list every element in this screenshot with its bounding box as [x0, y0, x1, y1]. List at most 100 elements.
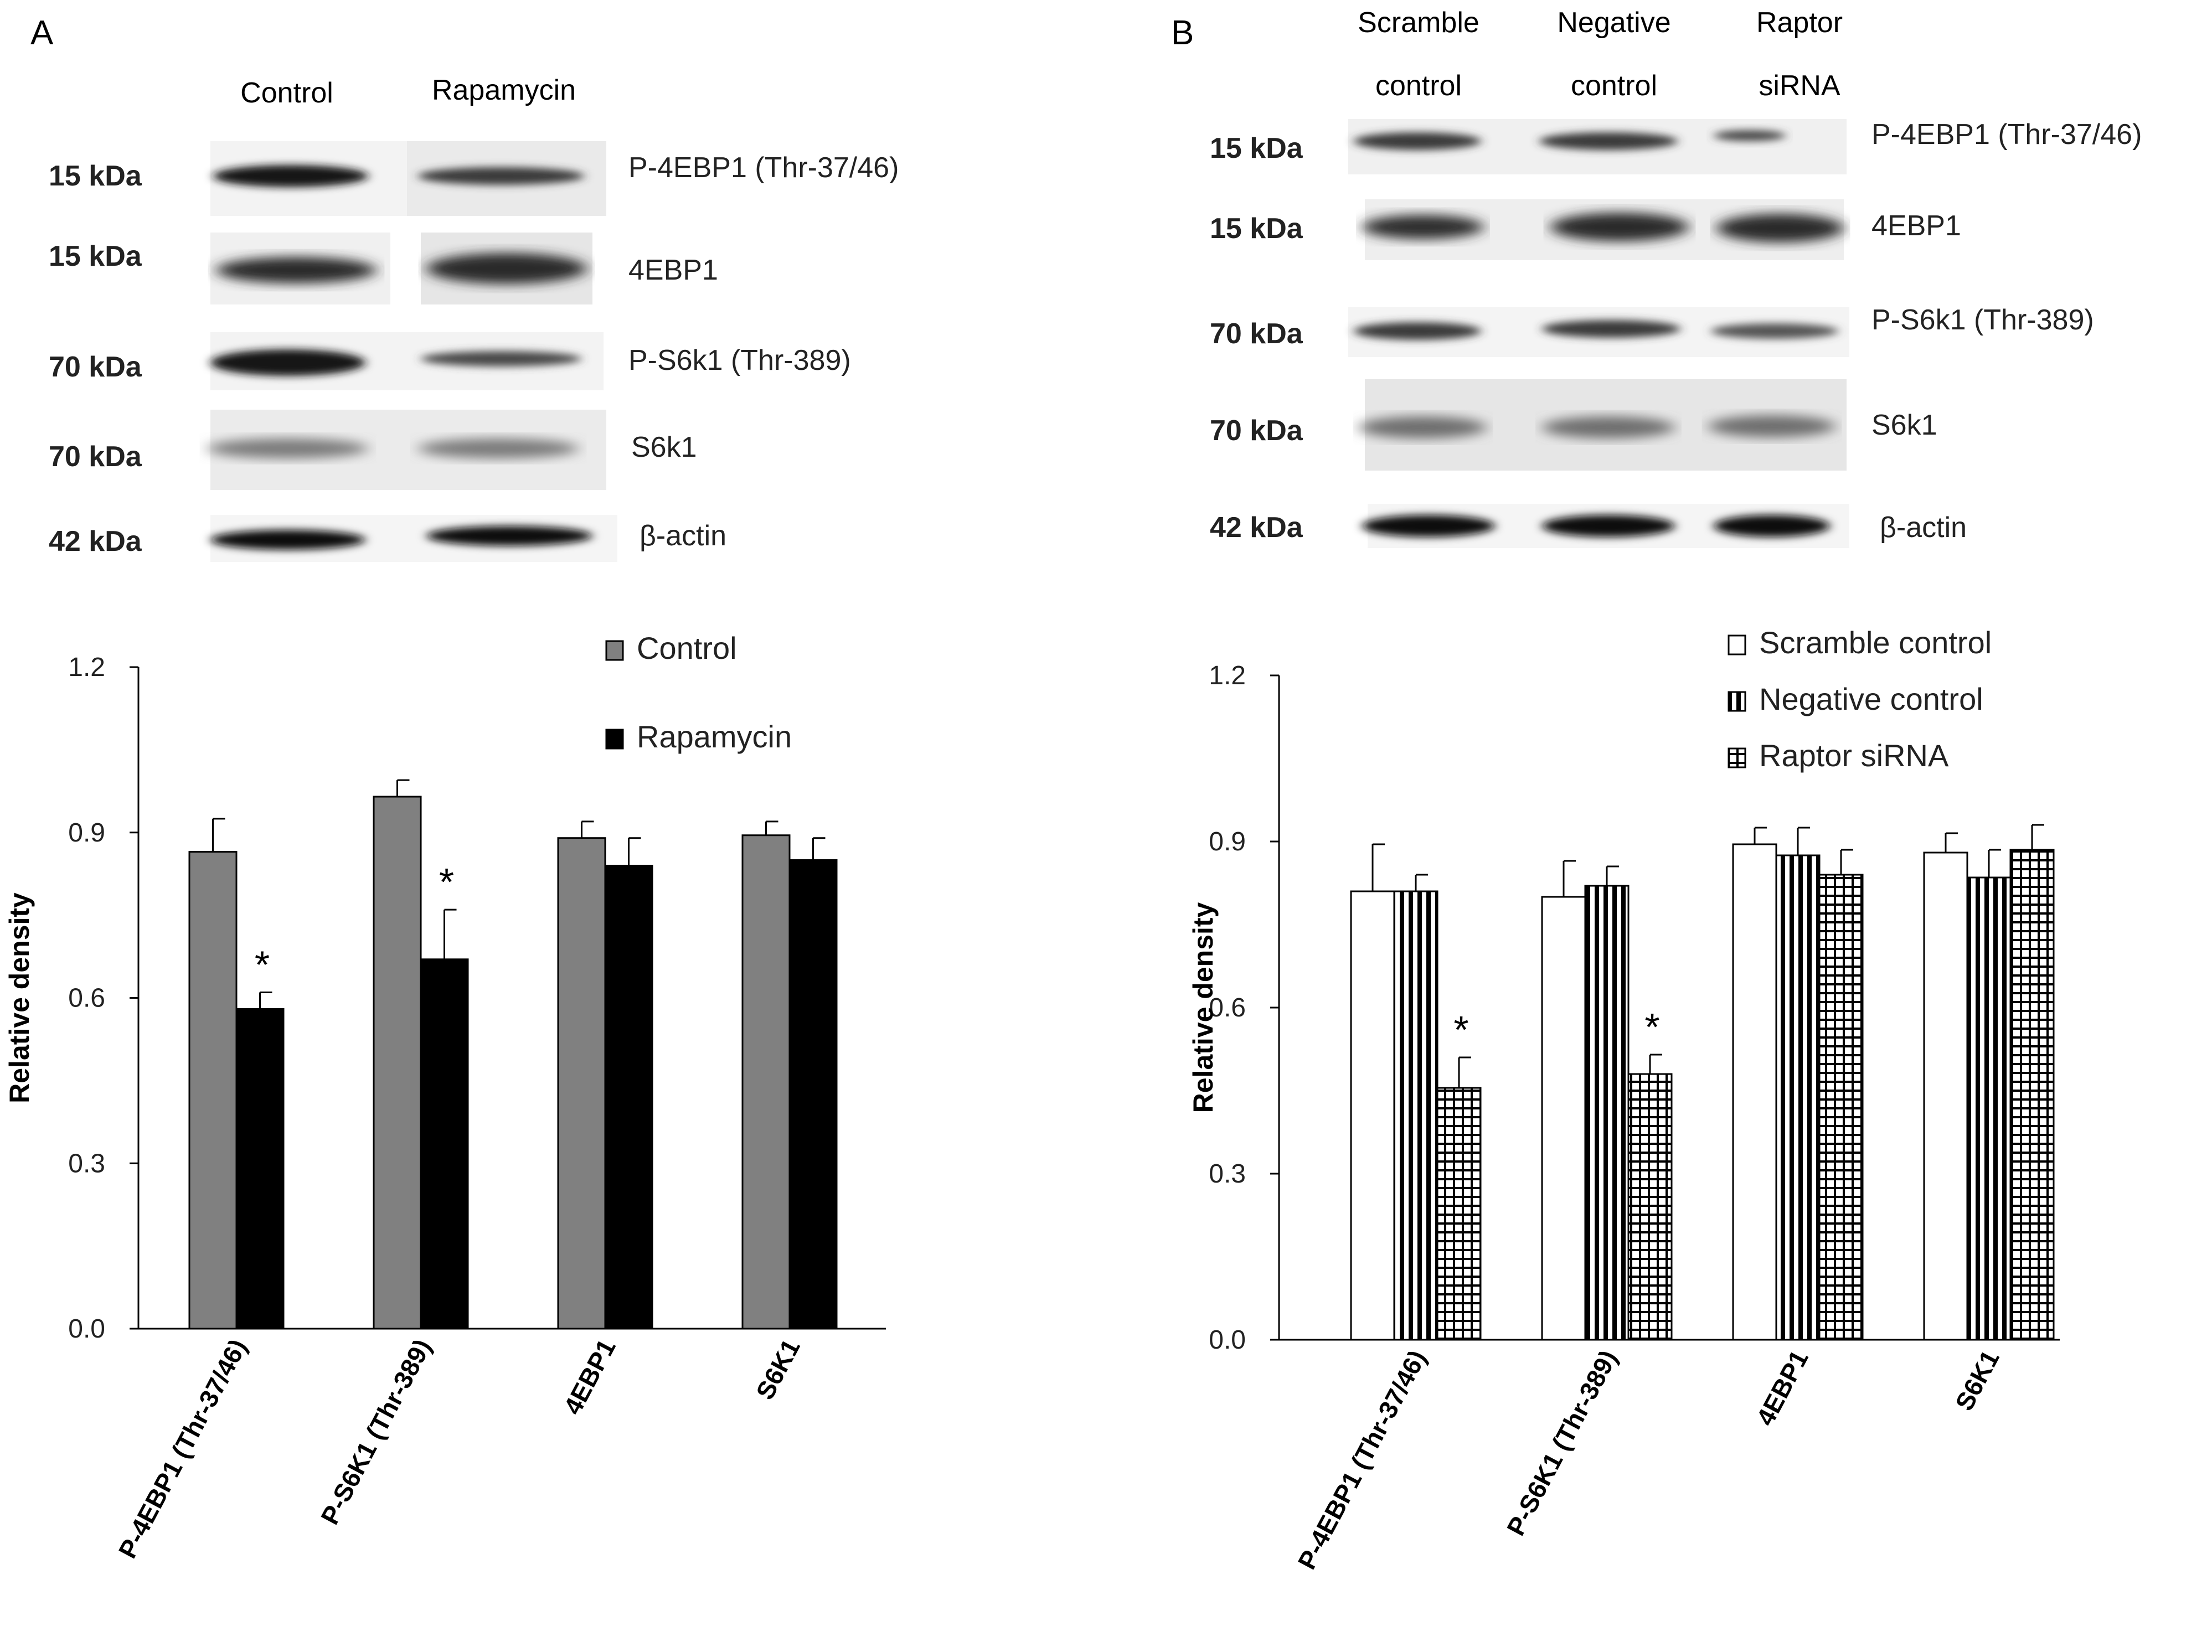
x-category-label: P-4EBP1 (Thr-37/46) — [112, 1334, 252, 1563]
blot-band — [1354, 132, 1481, 150]
bar — [1818, 874, 1864, 1341]
significance-star: * — [1644, 1005, 1659, 1049]
blot-band — [1716, 214, 1844, 242]
mw-label: 15 kDa — [49, 240, 142, 272]
bar — [1966, 876, 2012, 1341]
y-tick-label: 0.0 — [68, 1314, 105, 1344]
bar — [420, 958, 469, 1330]
mw-label: 15 kDa — [49, 160, 142, 192]
legend-swatch — [1728, 691, 1746, 712]
legend-swatch — [605, 640, 624, 661]
bar — [2009, 849, 2055, 1341]
band-label: 4EBP1 — [628, 254, 718, 286]
blot-row-4ebp1-a: 15 kDa 4EBP1 — [49, 233, 718, 304]
legend-label: Control — [637, 631, 737, 665]
significance-star: * — [1453, 1008, 1468, 1051]
panel-letter-b: B — [1171, 14, 1194, 52]
lane-label-raptor-2: siRNA — [1759, 70, 1840, 102]
x-category-label: 4EBP1 — [558, 1334, 621, 1419]
blot-band — [418, 167, 584, 185]
bar — [235, 1008, 285, 1330]
significance-star: * — [255, 943, 270, 987]
bar — [1393, 890, 1438, 1341]
blot-band — [208, 438, 368, 458]
legend-swatch — [605, 729, 624, 750]
x-category-label: 4EBP1 — [1750, 1345, 1813, 1430]
y-tick-label: 0.3 — [1209, 1159, 1246, 1189]
blot-band — [418, 438, 579, 458]
bar — [1350, 890, 1395, 1341]
mw-label: 70 kDa — [1210, 318, 1303, 350]
blot-row-bactin-a: 42 kDa β-actin — [49, 515, 726, 562]
band-label: P-4EBP1 (Thr-37/46) — [1871, 118, 2142, 151]
legend-swatch — [1728, 747, 1746, 768]
y-tick-label: 0.3 — [68, 1149, 105, 1178]
bar — [1627, 1073, 1673, 1341]
blot-band — [1708, 415, 1835, 437]
y-tick-label: 0.6 — [68, 984, 105, 1013]
mw-label: 70 kDa — [1210, 415, 1303, 447]
legend-label: Rapamycin — [637, 719, 792, 754]
blot-band — [1362, 515, 1495, 537]
blot-band — [210, 349, 365, 376]
bar — [1541, 896, 1586, 1341]
blot-row-ps6k1-b: 70 kDa P-S6k1 (Thr-389) — [1210, 304, 2094, 357]
blot-band — [1354, 322, 1481, 340]
blot-row-ps6k1-a: 70 kDa P-S6k1 (Thr-389) — [49, 332, 851, 390]
blot-row-s6k1-a: 70 kDa S6k1 — [49, 410, 697, 490]
bar — [1584, 885, 1630, 1341]
panel-b: B Scramble control Negative control Rapt… — [1171, 7, 2142, 548]
blot-band — [426, 253, 587, 284]
bar — [557, 837, 606, 1330]
bar — [1923, 851, 1968, 1341]
bar — [1775, 854, 1821, 1341]
mw-label: 42 kDa — [49, 525, 142, 557]
x-category-label: P-4EBP1 (Thr-37/46) — [1292, 1345, 1431, 1574]
blot-band — [1550, 213, 1689, 241]
x-category-label: P-S6K1 (Thr-389) — [315, 1334, 437, 1529]
blot-row-bactin-b: 42 kDa β-actin — [1210, 504, 1967, 548]
y-axis-title: Relative density — [4, 892, 35, 1103]
blot-row-4ebp1-b: 15 kDa 4EBP1 — [1210, 199, 1961, 260]
bar — [604, 865, 653, 1330]
blot-band — [1542, 515, 1675, 537]
blot-band — [426, 526, 592, 546]
band-label: S6k1 — [1871, 409, 1937, 441]
blot-band — [213, 165, 368, 187]
panel-letter-a: A — [30, 14, 54, 52]
chart-a: 0.0 0.3 0.6 0.9 1.2 Relative density * P-4EBP1 … — [4, 631, 886, 1563]
band-label: β-actin — [1880, 512, 1967, 544]
x-category-label: S6K1 — [1950, 1345, 2005, 1415]
blot-band — [216, 257, 377, 283]
y-axis-title: Relative density — [1188, 902, 1219, 1113]
blot-band — [1714, 130, 1786, 141]
legend-swatch — [1728, 634, 1746, 655]
band-label: P-S6k1 (Thr-389) — [1871, 304, 2094, 336]
y-tick-label: 0.9 — [1209, 827, 1246, 856]
blot-band — [1359, 416, 1487, 438]
band-label: P-S6k1 (Thr-389) — [628, 344, 851, 376]
lane-label-negative-2: control — [1571, 70, 1657, 102]
blot-band — [1539, 132, 1678, 150]
x-category-label: P-S6K1 (Thr-389) — [1501, 1345, 1623, 1540]
blot-band — [1542, 416, 1675, 438]
lane-label-control: Control — [240, 77, 333, 109]
mw-label: 15 kDa — [1210, 213, 1303, 245]
y-tick-label: 0.9 — [68, 818, 105, 848]
lane-label-scramble-1: Scramble — [1358, 7, 1479, 39]
bar — [373, 796, 422, 1330]
legend-label: Negative control — [1759, 682, 1983, 716]
mw-label: 70 kDa — [49, 351, 142, 383]
band-label: β-actin — [640, 520, 726, 552]
blot-band — [210, 530, 365, 550]
y-tick-label: 0.0 — [1209, 1325, 1246, 1355]
x-category-label: S6K1 — [750, 1334, 806, 1404]
mw-label: 15 kDa — [1210, 132, 1303, 164]
blot-band — [1711, 323, 1838, 339]
bar — [1732, 843, 1777, 1341]
blot-band — [421, 351, 581, 366]
significance-star: * — [439, 860, 454, 904]
lane-label-raptor-1: Raptor — [1756, 7, 1843, 39]
mw-label: 70 kDa — [49, 441, 142, 473]
